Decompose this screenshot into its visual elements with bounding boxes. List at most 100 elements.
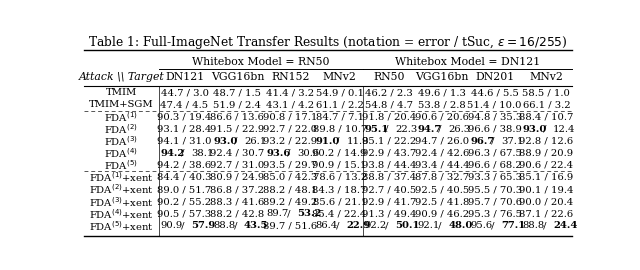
Text: 26.1: 26.1 [244,137,266,146]
Text: /: / [333,221,342,230]
Text: 54.8 / 4.7: 54.8 / 4.7 [365,100,413,109]
Text: FDA$^{(5)}$+xent: FDA$^{(5)}$+xent [89,219,154,233]
Text: 92.4 / 30.7: 92.4 / 30.7 [211,149,264,158]
Text: /: / [284,149,293,158]
Text: 93.4 / 44.4: 93.4 / 44.4 [415,161,469,170]
Text: 92.2: 92.2 [365,221,387,230]
Text: 88.8: 88.8 [213,221,236,230]
Text: 80.9 / 24.9: 80.9 / 24.9 [211,173,264,182]
Text: 92.4 / 42.6: 92.4 / 42.6 [415,149,469,158]
Text: DN201: DN201 [475,72,515,82]
Text: 89.0 / 51.7: 89.0 / 51.7 [157,185,212,194]
Text: 90.9 / 46.2: 90.9 / 46.2 [415,209,469,218]
Text: 85.4 / 22.4: 85.4 / 22.4 [312,209,367,218]
Text: FDA$^{(1)}$+xent: FDA$^{(1)}$+xent [89,171,154,184]
Text: TMIM: TMIM [106,88,137,97]
Text: 89.2 / 49.2: 89.2 / 49.2 [263,197,317,206]
Text: 90.5 / 57.3: 90.5 / 57.3 [157,209,212,218]
Text: 26.3: 26.3 [449,125,470,134]
Text: /: / [540,221,549,230]
Text: 90.0 / 20.4: 90.0 / 20.4 [519,197,573,206]
Text: Table 1: Full-ImageNet Transfer Results (notation = error / tSuc, $\epsilon = 16: Table 1: Full-ImageNet Transfer Results … [88,34,568,51]
Text: /: / [540,125,549,134]
Text: /: / [382,125,392,134]
Text: /: / [382,221,392,230]
Text: 88.8: 88.8 [522,221,545,230]
Text: 94.7: 94.7 [418,125,442,134]
Text: FDA$^{(2)}$+xent: FDA$^{(2)}$+xent [89,183,154,197]
Text: /: / [178,149,188,158]
Text: 84.7 / 7.1: 84.7 / 7.1 [316,113,364,122]
Text: 96.6 / 38.9: 96.6 / 38.9 [468,125,522,134]
Text: 93.0: 93.0 [522,125,547,134]
Text: 95.1: 95.1 [365,125,389,134]
Text: /: / [488,221,498,230]
Text: 96.6 / 68.2: 96.6 / 68.2 [468,161,522,170]
Text: 53.8 / 2.8: 53.8 / 2.8 [418,100,466,109]
Text: 66.1 / 3.2: 66.1 / 3.2 [522,100,570,109]
Text: 87.8 / 32.7: 87.8 / 32.7 [415,173,469,182]
Text: 91.3 / 49.4: 91.3 / 49.4 [362,209,416,218]
Text: FDA$^{(5)}$: FDA$^{(5)}$ [104,158,138,172]
Text: 93.6: 93.6 [266,149,291,158]
Text: 89.7 / 51.6: 89.7 / 51.6 [263,221,317,230]
Text: 50.1: 50.1 [396,221,420,230]
Text: 49.6 / 1.3: 49.6 / 1.3 [418,88,466,97]
Text: 92.5 / 41.8: 92.5 / 41.8 [415,197,469,206]
Text: /: / [333,137,342,146]
Text: 89.7: 89.7 [266,209,289,218]
Text: 38.1: 38.1 [191,149,214,158]
Text: Whitebox Model = RN50: Whitebox Model = RN50 [192,57,330,67]
Text: 95.3 / 76.5: 95.3 / 76.5 [468,209,522,218]
Text: /: / [231,137,241,146]
Text: /: / [435,221,445,230]
Text: MNv2: MNv2 [529,72,563,82]
Text: Attack \\ Target: Attack \\ Target [79,72,164,82]
Text: 94.2: 94.2 [161,149,184,158]
Text: VGG16bn: VGG16bn [415,72,468,82]
Text: 90.1 / 19.4: 90.1 / 19.4 [519,185,573,194]
Text: 90.2 / 55.2: 90.2 / 55.2 [157,197,212,206]
Text: FDA$^{(3)}$: FDA$^{(3)}$ [104,134,138,148]
Text: 94.1 / 31.0: 94.1 / 31.0 [157,137,212,146]
Text: 92.7 / 40.5: 92.7 / 40.5 [362,185,416,194]
Text: 30.6: 30.6 [297,149,319,158]
Text: 22.3: 22.3 [396,125,418,134]
Text: 88.2 / 42.8: 88.2 / 42.8 [211,209,264,218]
Text: Whitebox Model = DN121: Whitebox Model = DN121 [395,57,540,67]
Text: 86.4: 86.4 [316,221,338,230]
Text: 43.1 / 4.2: 43.1 / 4.2 [266,100,314,109]
Text: 85.1 / 16.9: 85.1 / 16.9 [519,173,573,182]
Text: 91.8 / 20.4: 91.8 / 20.4 [362,113,416,122]
Text: DN121: DN121 [165,72,204,82]
Text: 44.6 / 5.5: 44.6 / 5.5 [471,88,518,97]
Text: 47.4 / 4.5: 47.4 / 4.5 [161,100,209,109]
Text: 53.2: 53.2 [297,209,321,218]
Text: 85.0 / 42.3: 85.0 / 42.3 [263,173,317,182]
Text: 94.8 / 35.3: 94.8 / 35.3 [468,113,522,122]
Text: 22.9: 22.9 [346,221,371,230]
Text: 92.7 / 22.0: 92.7 / 22.0 [263,125,317,134]
Text: FDA$^{(1)}$: FDA$^{(1)}$ [104,110,138,124]
Text: 51.4 / 10.0: 51.4 / 10.0 [467,100,522,109]
Text: 43.5: 43.5 [244,221,269,230]
Text: 84.4 / 40.3: 84.4 / 40.3 [157,173,212,182]
Text: 93.0: 93.0 [213,137,237,146]
Text: 48.7 / 1.5: 48.7 / 1.5 [213,88,261,97]
Text: 88.4 / 10.7: 88.4 / 10.7 [519,113,573,122]
Text: 90.9: 90.9 [161,221,182,230]
Text: /: / [488,137,498,146]
Text: 93.1 / 28.4: 93.1 / 28.4 [157,125,212,134]
Text: 54.9 / 0.1: 54.9 / 0.1 [316,88,364,97]
Text: 61.1 / 2.2: 61.1 / 2.2 [316,100,364,109]
Text: MNv2: MNv2 [323,72,356,82]
Text: 90.2 / 14.9: 90.2 / 14.9 [312,149,367,158]
Text: 96.3 / 67.5: 96.3 / 67.5 [468,149,522,158]
Text: VGG16bn: VGG16bn [211,72,264,82]
Text: FDA$^{(4)}$+xent: FDA$^{(4)}$+xent [89,207,154,221]
Text: TMIM+SGM: TMIM+SGM [89,100,154,109]
Text: 46.2 / 2.3: 46.2 / 2.3 [365,88,413,97]
Text: RN50: RN50 [373,72,404,82]
Text: RN152: RN152 [271,72,310,82]
Text: /: / [178,221,188,230]
